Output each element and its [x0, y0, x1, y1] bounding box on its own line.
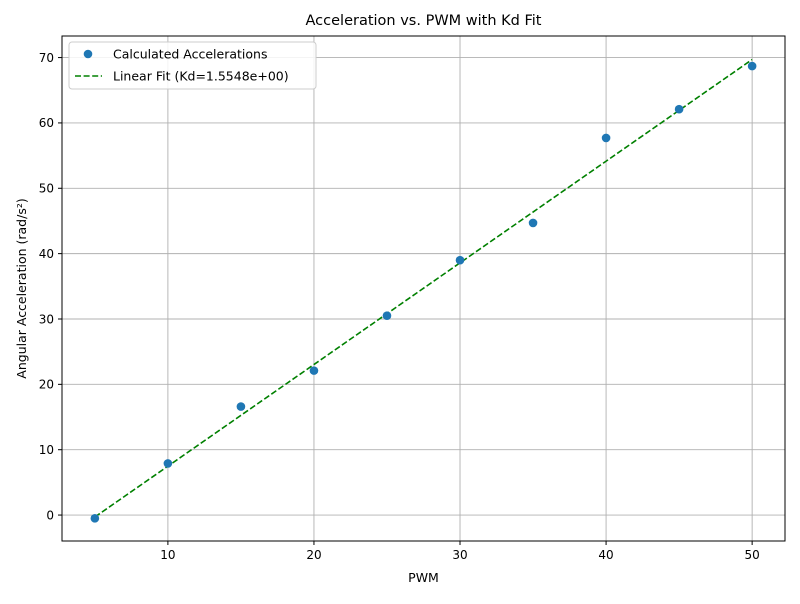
data-point [528, 218, 538, 228]
x-tick-label: 40 [598, 548, 613, 562]
y-tick-label: 0 [46, 508, 54, 522]
y-tick-label: 50 [39, 182, 54, 196]
data-point [382, 311, 392, 321]
y-tick-label: 10 [39, 443, 54, 457]
x-tick-label: 10 [160, 548, 175, 562]
y-tick-label: 20 [39, 378, 54, 392]
fit-line [94, 58, 753, 518]
y-axis-label: Angular Acceleration (rad/s²) [14, 198, 29, 378]
tick-layer: 10 20 30 40 50 0 10 20 30 40 50 60 70 [39, 51, 760, 562]
y-tick-label: 30 [39, 312, 54, 326]
chart-title: Acceleration vs. PWM with Kd Fit [306, 13, 542, 29]
legend-marker [83, 49, 93, 59]
data-point [90, 514, 100, 523]
y-tick-label: 60 [39, 116, 54, 130]
x-tick-label: 30 [452, 548, 467, 562]
legend-entries: Calculated Accelerations Linear Fit (Kd=1… [75, 46, 289, 83]
data-point [674, 104, 684, 114]
data-point [236, 402, 246, 411]
x-tick-label: 50 [744, 548, 759, 562]
data-point [309, 366, 319, 375]
legend: Calculated Accelerations Linear Fit (Kd=1… [68, 41, 317, 90]
grid-layer [62, 36, 785, 541]
x-tick-label: 20 [306, 548, 321, 562]
data-point [601, 133, 611, 143]
x-axis-label: PWM [408, 570, 439, 585]
legend-entry-label: Calculated Accelerations [113, 46, 267, 61]
data-point [455, 255, 465, 265]
plot-area-frame [61, 35, 786, 542]
y-tick-label: 40 [39, 247, 54, 261]
legend-box [68, 41, 317, 90]
legend-entry-label: Linear Fit (Kd=1.5548e+00) [113, 68, 289, 83]
y-tick-label: 70 [39, 51, 54, 65]
data-point [163, 459, 173, 468]
data-point [747, 61, 757, 71]
series-layer [90, 58, 757, 523]
